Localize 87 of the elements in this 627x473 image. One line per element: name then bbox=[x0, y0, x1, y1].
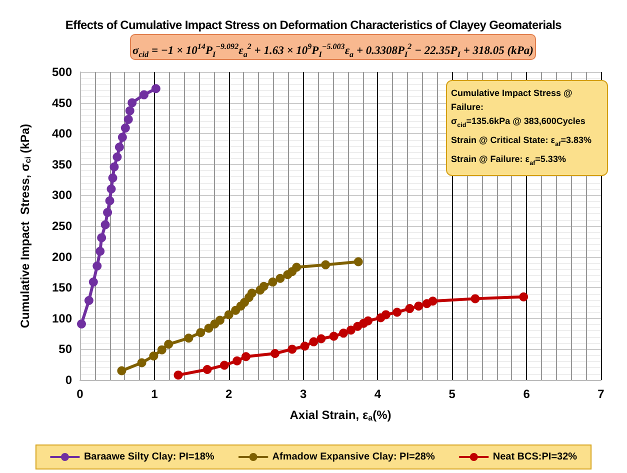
point bbox=[84, 296, 94, 306]
point bbox=[270, 349, 280, 358]
point bbox=[174, 370, 183, 380]
y-tick-label: 450 bbox=[52, 96, 72, 110]
y-axis-title: Cumulative Impact Stress, σci (kPa) bbox=[18, 124, 32, 328]
point bbox=[316, 334, 326, 344]
point bbox=[232, 356, 242, 366]
legend-label: Neat BCS:PI=32% bbox=[492, 452, 578, 462]
point bbox=[137, 358, 146, 368]
point bbox=[151, 84, 160, 94]
point bbox=[519, 292, 528, 302]
annotation: Cumulative Impact Stress @ Failure: bbox=[451, 87, 574, 114]
point bbox=[381, 310, 390, 320]
y-tick-label: 250 bbox=[52, 219, 72, 233]
point bbox=[405, 304, 414, 314]
point bbox=[215, 316, 224, 325]
point bbox=[346, 326, 356, 335]
x-tick-label: 4 bbox=[374, 387, 382, 401]
point bbox=[96, 246, 105, 256]
x-tick-label: 1 bbox=[151, 387, 158, 401]
point bbox=[114, 142, 124, 152]
point bbox=[97, 233, 106, 242]
point bbox=[117, 366, 126, 376]
point bbox=[103, 208, 112, 217]
x-tick-label: 2 bbox=[226, 387, 233, 401]
point bbox=[392, 308, 402, 317]
point bbox=[292, 262, 302, 272]
y-tick-label: 150 bbox=[52, 280, 72, 295]
y-tick-label: 400 bbox=[52, 126, 72, 141]
point bbox=[300, 342, 310, 351]
point bbox=[164, 340, 174, 349]
point bbox=[120, 124, 130, 133]
point bbox=[268, 278, 278, 287]
annotation: Strain @ Failure: ε$_{af}$=5.33% bbox=[451, 152, 567, 168]
point bbox=[247, 288, 256, 298]
point bbox=[414, 302, 424, 311]
point bbox=[110, 162, 119, 172]
point bbox=[288, 344, 297, 354]
annotation: Strain @ Critical State: ε$_{af}$=3.83% bbox=[451, 134, 592, 150]
x-tick-label: 3 bbox=[300, 387, 307, 401]
point bbox=[196, 328, 206, 338]
y-tick-label: 500 bbox=[52, 65, 72, 79]
point bbox=[259, 282, 268, 291]
point bbox=[112, 152, 122, 162]
point bbox=[364, 316, 373, 326]
x-tick-label: 6 bbox=[523, 387, 530, 401]
y-tick-label: 350 bbox=[52, 157, 72, 172]
point bbox=[108, 173, 118, 182]
legend-label: Baraawe Silty Clay: PI=18% bbox=[84, 452, 214, 462]
point bbox=[220, 360, 229, 370]
point bbox=[338, 328, 348, 338]
point bbox=[106, 184, 116, 194]
point bbox=[309, 337, 318, 346]
point bbox=[354, 257, 363, 266]
y-tick-label: 0 bbox=[65, 373, 72, 387]
legend-label: Afmadow Expansive Clay: PI=28% bbox=[272, 452, 435, 462]
point bbox=[241, 352, 250, 362]
point bbox=[428, 296, 438, 306]
point bbox=[470, 294, 480, 304]
y-tick-label: 200 bbox=[52, 250, 72, 264]
y-tick-label: 300 bbox=[52, 188, 72, 202]
point bbox=[124, 114, 133, 124]
chart-title: Effects of Cumulative Impact Stress on Deformation Characteristics of Clayey Geomaterials bbox=[64, 18, 563, 32]
point bbox=[329, 332, 338, 341]
point bbox=[125, 106, 134, 116]
annotation: σ$_{cid}$=135.6kPa @ 383,600Cycles bbox=[451, 115, 586, 131]
point bbox=[224, 310, 234, 320]
point bbox=[140, 90, 149, 100]
x-tick-label: 7 bbox=[598, 387, 605, 401]
point bbox=[149, 351, 158, 360]
point bbox=[92, 262, 102, 271]
point bbox=[184, 334, 194, 343]
x-tick-label: 5 bbox=[448, 387, 456, 401]
y-tick-label: 100 bbox=[52, 311, 72, 326]
point bbox=[118, 132, 127, 142]
point bbox=[157, 345, 166, 354]
y-tick-label: 50 bbox=[58, 342, 72, 356]
point bbox=[100, 220, 110, 230]
point bbox=[128, 98, 137, 108]
text: σ$_{cid}$ = −1 × 10$^{14}$P$_{I}$$^{−9.092}$ε$_{a}$$^{2}$ + 1.63 × 10$^{9}$P$_{I}$$^{−5.003}$ε$_{a}$ + 0.3308P$_{I}$$^{2}$ − 22.35P$_{I}$ + 318.05 (kPa) bbox=[132, 42, 534, 60]
point bbox=[105, 196, 114, 206]
point bbox=[276, 274, 285, 283]
point bbox=[88, 278, 98, 287]
point bbox=[202, 365, 212, 374]
point bbox=[77, 319, 86, 328]
x-tick-label: 0 bbox=[76, 387, 84, 401]
point bbox=[321, 260, 330, 270]
